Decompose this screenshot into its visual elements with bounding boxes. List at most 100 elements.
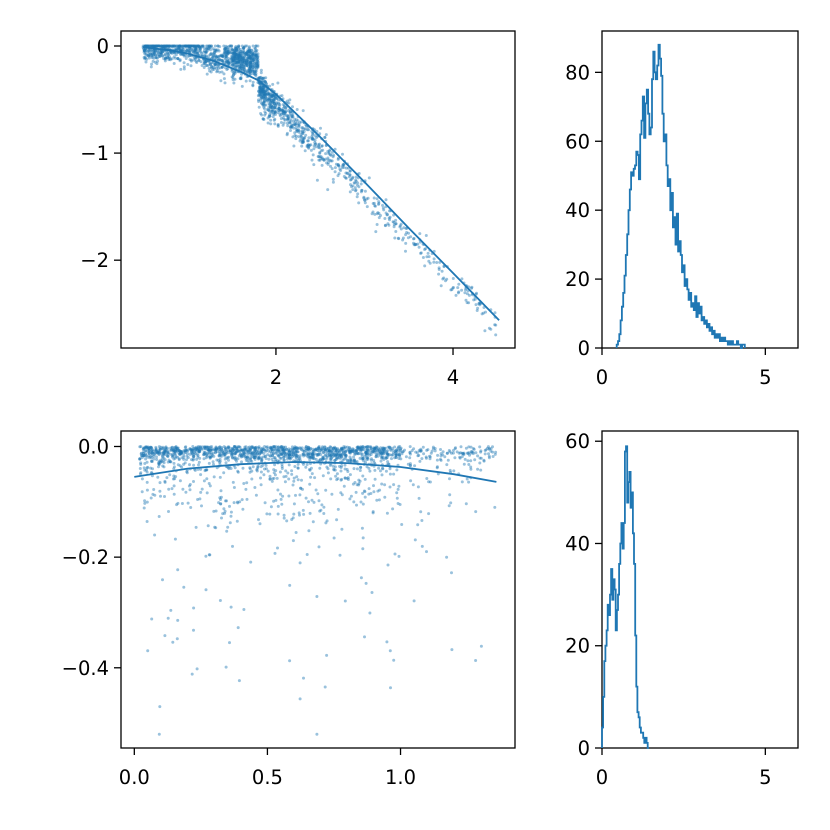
scatter-point	[234, 54, 238, 58]
scatter-point	[262, 447, 265, 451]
scatter-point	[361, 536, 365, 540]
scatter-point	[167, 458, 171, 462]
scatter-point	[216, 69, 219, 73]
scatter-point	[459, 445, 463, 449]
scatter-point	[349, 459, 353, 463]
scatter-point	[166, 53, 170, 57]
scatter-point	[221, 512, 225, 516]
scatter-point	[211, 66, 215, 69]
scatter-point	[147, 44, 151, 48]
scatter-point	[190, 44, 194, 48]
scatter-point	[173, 537, 177, 541]
scatter-point	[319, 155, 323, 159]
scatter-point	[153, 44, 156, 48]
scatter-point	[306, 447, 310, 451]
scatter-point	[292, 451, 296, 455]
scatter-point	[395, 468, 399, 472]
scatter-point	[281, 110, 285, 114]
scatter-point	[274, 103, 278, 107]
scatter-point	[276, 123, 280, 126]
scatter-point	[184, 44, 188, 48]
scatter-point	[146, 455, 150, 459]
scatter-point	[174, 475, 178, 479]
scatter-point	[399, 222, 403, 226]
scatter-point	[243, 68, 247, 72]
scatter-point	[234, 61, 237, 65]
scatter-point	[174, 44, 178, 48]
scatter-point	[350, 449, 354, 453]
scatter-point	[245, 59, 249, 62]
scatter-point	[307, 136, 311, 140]
scatter-point	[300, 478, 303, 482]
scatter-point	[195, 667, 199, 671]
scatter-point	[234, 52, 238, 56]
scatter-point	[245, 62, 249, 66]
scatter-point	[328, 445, 332, 449]
scatter-point	[344, 176, 348, 180]
scatter-point	[205, 454, 209, 458]
scatter-point	[244, 52, 248, 56]
scatter-point	[329, 153, 333, 157]
scatter-point	[251, 58, 255, 62]
scatter-point	[310, 135, 314, 139]
scatter-point	[180, 44, 184, 48]
scatter-point	[143, 468, 147, 472]
scatter-point	[464, 298, 468, 302]
scatter-point	[191, 44, 195, 48]
scatter-point	[297, 123, 301, 127]
scatter-point	[267, 92, 271, 96]
scatter-point	[243, 452, 247, 456]
scatter-point	[197, 448, 201, 452]
scatter-point	[391, 507, 395, 511]
scatter-point	[259, 112, 263, 115]
scatter-point	[144, 457, 148, 461]
scatter-point	[251, 451, 255, 454]
scatter-point	[294, 123, 298, 127]
scatter-point	[239, 54, 243, 58]
scatter-point	[278, 114, 282, 118]
scatter-point	[238, 59, 242, 63]
scatter-point	[450, 288, 454, 292]
scatter-point	[192, 463, 196, 467]
scatter-point	[151, 467, 154, 471]
scatter-point	[263, 96, 267, 99]
scatter-point	[247, 71, 251, 74]
scatter-point	[226, 52, 230, 56]
scatter-point	[254, 54, 258, 57]
scatter-point	[226, 525, 230, 529]
scatter-point	[445, 277, 449, 281]
scatter-point	[277, 106, 281, 110]
scatter-point	[282, 513, 286, 517]
scatter-point	[342, 446, 346, 450]
scatter-point	[375, 212, 379, 216]
scatter-point	[287, 453, 291, 457]
scatter-point	[237, 54, 240, 58]
scatter-point	[224, 47, 228, 51]
scatter-point	[432, 257, 436, 261]
x-tick-label: 4	[447, 366, 459, 389]
scatter-point	[165, 44, 169, 48]
scatter-point	[414, 243, 418, 246]
scatter-point	[156, 475, 160, 479]
scatter-point	[321, 450, 325, 454]
scatter-point	[213, 63, 217, 67]
scatter-point	[188, 488, 192, 492]
scatter-point	[458, 455, 462, 459]
scatter-point	[336, 507, 340, 511]
scatter-point	[267, 457, 271, 461]
scatter-point	[194, 48, 198, 52]
scatter-point	[194, 44, 198, 48]
scatter-point	[273, 102, 276, 106]
scatter-point	[289, 450, 293, 454]
scatter-point	[151, 59, 155, 63]
scatter-point	[179, 44, 183, 48]
scatter-point	[162, 451, 166, 455]
scatter-point	[270, 448, 274, 452]
scatter-point	[154, 54, 158, 58]
scatter-point	[247, 68, 251, 72]
scatter-point	[330, 492, 334, 496]
scatter-point	[154, 56, 158, 60]
scatter-point	[293, 465, 297, 468]
scatter-point	[359, 190, 363, 194]
scatter-point	[339, 169, 343, 172]
